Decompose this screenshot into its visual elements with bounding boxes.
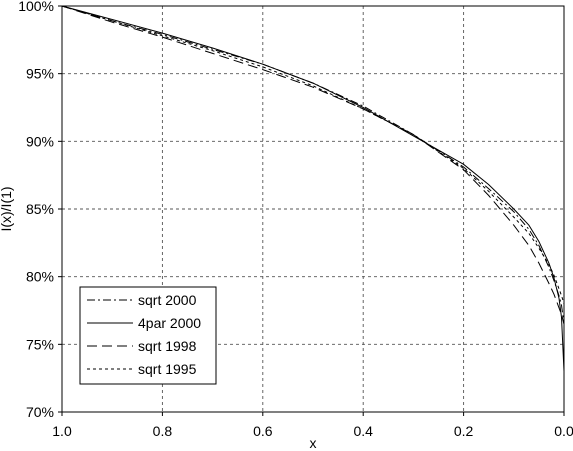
legend-label-sqrt-2000: sqrt 2000	[138, 292, 197, 308]
x-tick-label: 0.2	[454, 423, 474, 439]
series-line-sqrt-1998	[61, 5, 565, 325]
series-line-4par-2000	[61, 5, 565, 372]
x-tick-label: 1.0	[52, 423, 72, 439]
series-layer	[61, 5, 565, 372]
x-tick-label: 0.6	[253, 423, 273, 439]
legend-label-sqrt-1998: sqrt 1998	[138, 338, 197, 354]
x-tick-labels: 1.0 0.8 0.6 0.4 0.2 0.0	[52, 412, 573, 439]
legend-items: sqrt 2000 4par 2000 sqrt 1998 sqrt 1995	[87, 292, 201, 377]
y-tick-label: 75%	[26, 336, 54, 352]
series-line-sqrt-2000	[61, 5, 565, 325]
legend-box	[79, 286, 217, 385]
y-tick-label: 90%	[26, 133, 54, 149]
y-tick-label: 100%	[18, 0, 54, 14]
legend-label-sqrt-1995: sqrt 1995	[138, 361, 197, 377]
x-tick-label: 0.0	[554, 423, 573, 439]
x-tick-label: 0.4	[353, 423, 373, 439]
y-tick-label: 80%	[26, 269, 54, 285]
legend-label-4par-2000: 4par 2000	[138, 315, 201, 331]
series-line-sqrt-1995	[61, 5, 565, 304]
x-axis-title: x	[310, 435, 317, 451]
y-axis-title: I(x)/I(1)	[0, 186, 14, 231]
x-tick-label: 0.8	[153, 423, 173, 439]
y-tick-label: 85%	[26, 201, 54, 217]
y-tick-labels: 70% 75% 80% 85% 90% 95% 100%	[18, 0, 62, 420]
y-tick-label: 70%	[26, 404, 54, 420]
legend: sqrt 2000 4par 2000 sqrt 1998 sqrt 1995	[79, 286, 217, 385]
y-tick-label: 95%	[26, 66, 54, 82]
